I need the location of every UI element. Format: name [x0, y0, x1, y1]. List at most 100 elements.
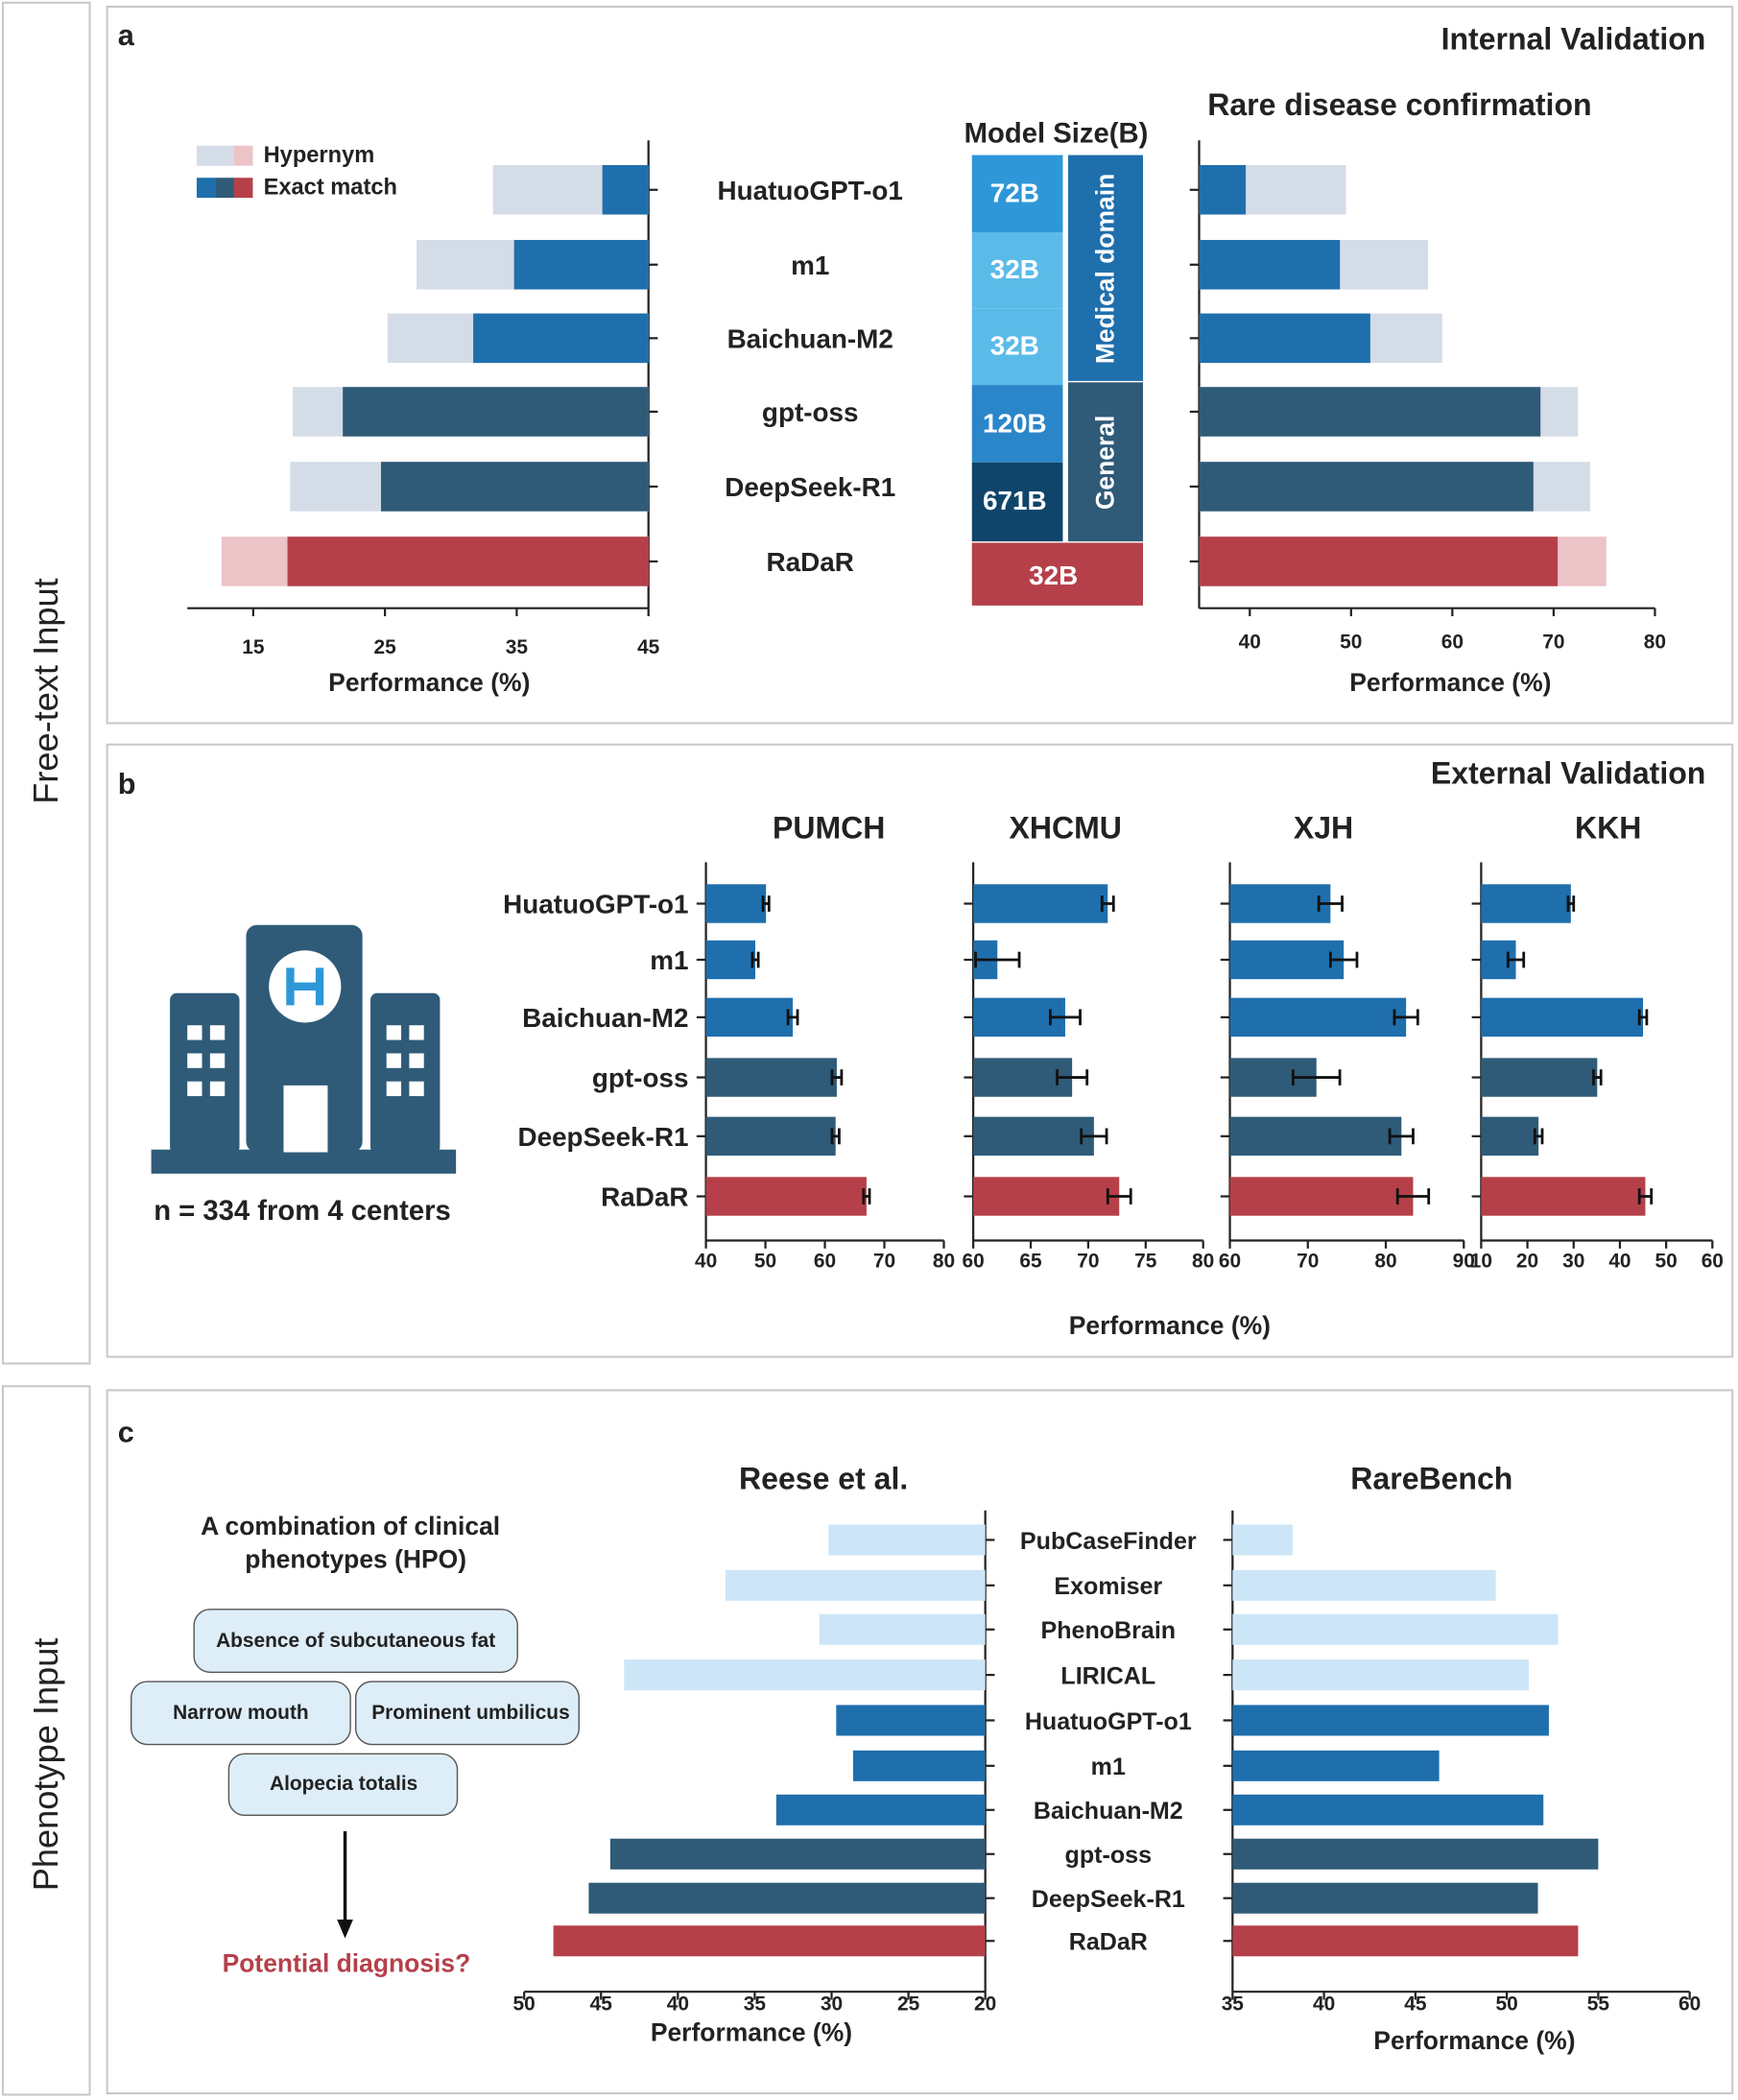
- bar: [343, 387, 649, 437]
- error-bar: [1566, 895, 1576, 912]
- bar: [1232, 1613, 1559, 1645]
- x-tick-label: 65: [1019, 1250, 1042, 1272]
- bar: [473, 313, 649, 364]
- bar: [705, 1058, 837, 1097]
- error-bar: [1048, 1009, 1082, 1026]
- category-label: DeepSeek-R1: [725, 472, 895, 502]
- error-bar: [1317, 895, 1344, 912]
- bar: [1481, 1058, 1598, 1097]
- bar: [973, 1177, 1120, 1216]
- size-label: 32B: [990, 330, 1039, 360]
- bar: [1199, 239, 1341, 290]
- bar: [1481, 997, 1644, 1038]
- bar: [1229, 1116, 1402, 1157]
- x-tick-label: 60: [1702, 1250, 1724, 1272]
- x-tick-label: 70: [1077, 1250, 1099, 1272]
- size-box: [971, 308, 1063, 386]
- x-tick-label: 45: [590, 1993, 613, 2016]
- error-bar: [1637, 1188, 1654, 1205]
- x-axis-label: Performance (%): [1373, 2026, 1575, 2055]
- bar: [381, 462, 649, 512]
- bar: [819, 1613, 986, 1645]
- error-bar: [761, 895, 771, 912]
- panel-heading: Internal Validation: [1441, 22, 1706, 57]
- x-tick-label: 80: [1644, 631, 1666, 653]
- bar: [1229, 940, 1345, 980]
- x-tick-label: 50: [754, 1250, 776, 1272]
- legend-swatch: [196, 145, 216, 166]
- category-label: HuatuoGPT-o1: [503, 890, 688, 919]
- bar: [973, 1116, 1094, 1157]
- prompt-line: A combination of clinical: [201, 1512, 500, 1540]
- error-bar: [1100, 895, 1115, 912]
- bar: [1232, 1750, 1440, 1781]
- question: Potential diagnosis?: [223, 1948, 471, 1977]
- category-label: m1: [791, 251, 829, 280]
- bar: [973, 1058, 1073, 1097]
- x-tick-label: 80: [1192, 1250, 1214, 1272]
- error-bar: [830, 1128, 841, 1145]
- bar: [1199, 165, 1247, 215]
- panel-frame: [106, 743, 1734, 1358]
- prompt-line: phenotypes (HPO): [245, 1545, 466, 1574]
- x-tick-label: 20: [974, 1993, 996, 2016]
- legend-label: Exact match: [264, 176, 397, 201]
- category-label: Exomiser: [1054, 1573, 1162, 1600]
- bar: [588, 1882, 986, 1914]
- phenotype: Absence of subcutaneous fat: [216, 1630, 495, 1652]
- x-tick-label: 70: [1542, 631, 1564, 653]
- legend-swatch: [233, 178, 253, 199]
- bar: [828, 1524, 986, 1556]
- x-tick-label: 40: [1239, 631, 1261, 653]
- hospital-icon: [151, 924, 457, 1174]
- phenotype-box: [131, 1681, 351, 1746]
- x-tick-label: 70: [873, 1250, 895, 1272]
- phenotype: Prominent umbilicus: [371, 1702, 569, 1724]
- error-bar: [1291, 1069, 1342, 1086]
- x-tick-label: 40: [667, 1993, 689, 2016]
- panel-frame: [106, 5, 1734, 725]
- size-label: 32B: [1029, 561, 1078, 590]
- bar: [513, 239, 649, 290]
- x-tick-label: 10: [1470, 1250, 1492, 1272]
- panel-frame: [106, 1389, 1734, 2095]
- x-axis-label: Performance (%): [1349, 668, 1551, 697]
- chart-title: KKH: [1575, 810, 1641, 845]
- panel-heading: External Validation: [1431, 755, 1705, 790]
- error-bar: [1592, 1069, 1603, 1086]
- bar: [775, 1794, 986, 1826]
- x-tick-label: 25: [374, 636, 397, 658]
- x-tick-label: 60: [814, 1250, 836, 1272]
- x-tick-label: 35: [506, 636, 529, 658]
- panel-label: c: [118, 1417, 134, 1449]
- error-bar: [862, 1188, 871, 1205]
- legend-swatch: [233, 145, 253, 166]
- category-label: HuatuoGPT-o1: [718, 176, 903, 205]
- bar: [1229, 1177, 1414, 1216]
- bar: [1232, 1838, 1599, 1870]
- domain-label: Medical domain: [1090, 174, 1119, 364]
- x-tick-label: 30: [821, 1993, 843, 2016]
- category-label: m1: [650, 945, 688, 975]
- x-axis-label: Performance (%): [651, 2018, 852, 2047]
- x-axis-label: Performance (%): [328, 668, 530, 697]
- x-axis-label: Performance (%): [1069, 1311, 1271, 1340]
- x-tick-label: 70: [1297, 1250, 1319, 1272]
- size-labels: 72B 32B 32B 120B 671B 32B: [983, 179, 1078, 590]
- x-tick-label: 50: [1340, 631, 1362, 653]
- category-label: PubCaseFinder: [1020, 1528, 1197, 1555]
- bar: [705, 1177, 867, 1216]
- x-tick-label: 90: [1453, 1250, 1475, 1272]
- legend-label: Hypernym: [264, 143, 375, 168]
- model-size-title: Model Size(B): [964, 118, 1149, 149]
- x-tick-label: 60: [1219, 1250, 1241, 1272]
- category-label: Baichuan-M2: [522, 1003, 688, 1033]
- x-tick-label: 80: [1374, 1250, 1396, 1272]
- size-label: 120B: [983, 408, 1047, 438]
- bar: [973, 884, 1108, 923]
- error-bar: [1506, 951, 1526, 968]
- input-label: Free-text Input: [26, 578, 65, 803]
- error-bar: [1533, 1128, 1544, 1145]
- size-box: [971, 232, 1063, 309]
- chart-title: Rare disease confirmation: [1207, 87, 1591, 122]
